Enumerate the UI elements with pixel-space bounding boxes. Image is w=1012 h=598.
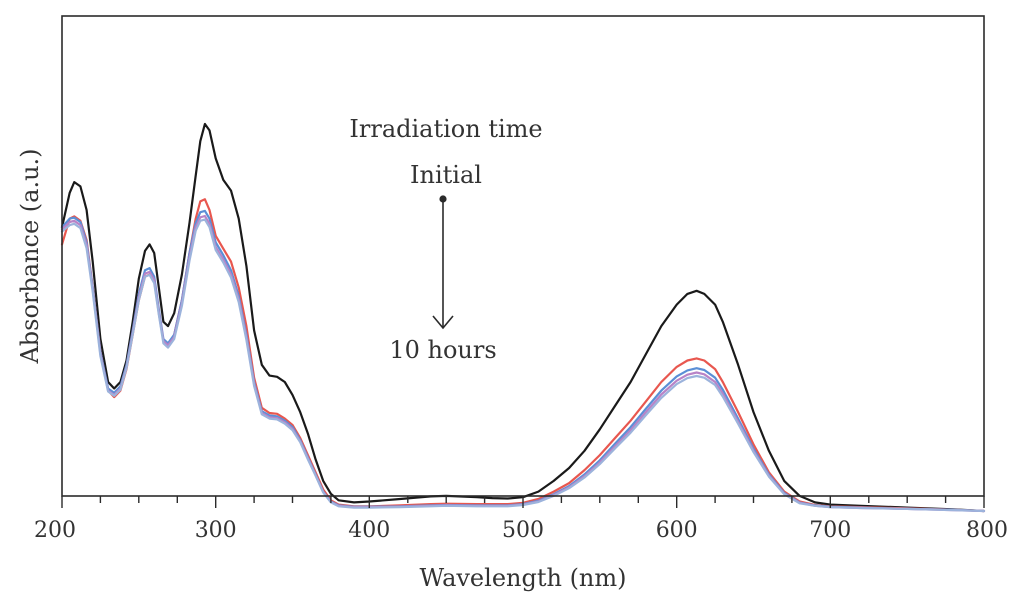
x-tick-label: 700 bbox=[809, 518, 851, 543]
x-tick-label: 500 bbox=[502, 518, 544, 543]
x-axis-ticks: 200 300 400 500 600 700 800 bbox=[34, 496, 1008, 543]
annotation-arrow-head bbox=[432, 315, 454, 330]
annotation-end-label: 10 hours bbox=[389, 336, 496, 364]
series-line-5 bbox=[60, 218, 986, 513]
series-line-1 bbox=[60, 122, 986, 513]
y-axis-title: Absorbance (a.u.) bbox=[16, 148, 44, 364]
x-tick-label: 800 bbox=[966, 518, 1008, 543]
annotation-start-label: Initial bbox=[410, 161, 482, 189]
x-axis-title: Wavelength (nm) bbox=[419, 564, 626, 592]
x-tick-label: 300 bbox=[195, 518, 237, 543]
x-tick-label: 600 bbox=[656, 518, 698, 543]
annotation-title: Irradiation time bbox=[349, 115, 542, 143]
x-tick-label: 200 bbox=[34, 518, 76, 543]
x-tick-label: 400 bbox=[348, 518, 390, 543]
series-layer bbox=[60, 122, 986, 513]
